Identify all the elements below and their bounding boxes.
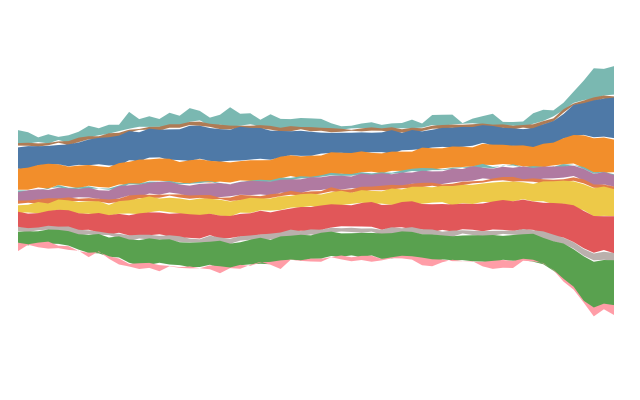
stream-layer-8: [18, 180, 614, 217]
stream-layer-2: [18, 95, 614, 147]
stream-layers: [18, 66, 614, 317]
stream-layer-11: [18, 229, 614, 309]
stream-layer-6: [18, 165, 614, 203]
stream-layer-7: [18, 176, 614, 204]
stream-layer-3: [18, 97, 614, 169]
stream-layer-9: [18, 199, 614, 254]
stream-layer-10: [18, 225, 614, 261]
stream-layer-4: [18, 135, 614, 190]
stream-layer-1: [18, 66, 614, 144]
